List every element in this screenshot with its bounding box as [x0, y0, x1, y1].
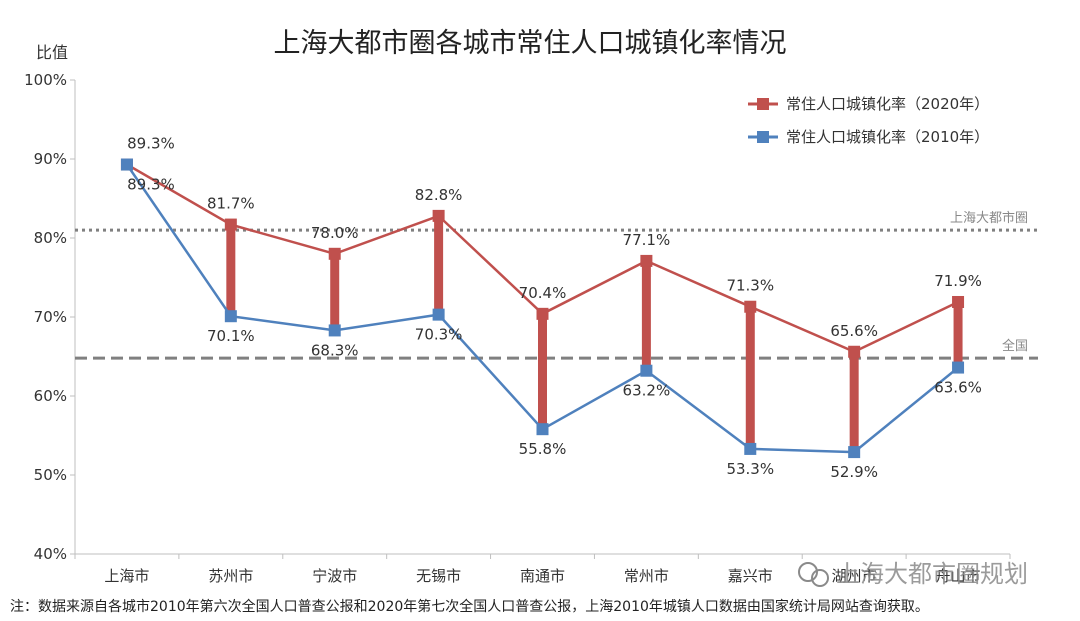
data-point: [848, 345, 861, 358]
data-label-2010: 89.3%: [127, 176, 175, 194]
data-point: [536, 307, 549, 320]
y-axis-label: 比值: [36, 43, 68, 62]
data-label-2020: 78.0%: [311, 224, 359, 242]
data-point: [744, 442, 757, 455]
change-bar: [434, 215, 444, 315]
data-point: [848, 446, 861, 459]
data-point: [328, 324, 341, 337]
data-point: [224, 218, 237, 231]
data-point: [328, 247, 341, 260]
data-label-2010: 55.8%: [519, 440, 567, 458]
legend-marker: [757, 98, 769, 110]
x-tick-label: 无锡市: [416, 567, 461, 585]
data-point: [640, 364, 653, 377]
data-label-2010: 52.9%: [830, 463, 878, 481]
y-tick-label: 40%: [34, 545, 67, 563]
y-tick-label: 50%: [34, 466, 67, 484]
data-point: [952, 295, 965, 308]
watermark-text: 上海大都市圈规划: [836, 560, 1028, 588]
data-label-2020: 71.9%: [934, 272, 982, 290]
data-label-2010: 70.1%: [207, 327, 255, 345]
footnote: 注：数据来源自各城市2010年第六次全国人口普查公报和2020年第七次全国人口普…: [10, 598, 929, 615]
data-label-2010: 68.3%: [311, 341, 359, 359]
y-tick-label: 70%: [34, 308, 67, 326]
data-point: [120, 158, 133, 171]
data-point: [744, 300, 757, 313]
y-tick-label: 80%: [34, 229, 67, 247]
data-point: [952, 361, 965, 374]
data-label-2010: 53.3%: [726, 460, 774, 478]
x-tick-label: 上海市: [104, 567, 149, 585]
change-bar: [849, 351, 859, 453]
x-tick-label: 舟山市: [936, 567, 981, 585]
legend-marker: [757, 131, 769, 143]
data-label-2020: 82.8%: [415, 186, 463, 204]
x-tick-label: 南通市: [520, 567, 565, 585]
data-point: [432, 209, 445, 222]
data-point: [432, 308, 445, 321]
reference-line-label: 上海大都市圈: [950, 210, 1028, 226]
change-bar: [745, 306, 755, 449]
legend: 常住人口城镇化率（2020年） 常住人口城镇化率（2010年）: [748, 95, 989, 146]
change-bar: [538, 313, 547, 430]
x-tick-label: 常州市: [624, 567, 669, 585]
data-point: [536, 423, 549, 436]
chart-title: 上海大都市圈各城市常住人口城镇化率情况: [274, 28, 787, 59]
data-label-2020: 71.3%: [726, 277, 774, 295]
data-label-2010: 70.3%: [415, 326, 463, 344]
data-label-2020: 77.1%: [623, 231, 671, 249]
y-tick-label: 90%: [34, 150, 67, 168]
data-point: [640, 254, 653, 267]
data-label-2020: 65.6%: [830, 322, 878, 340]
legend-label: 常住人口城镇化率（2010年）: [786, 128, 989, 146]
x-tick-label: 嘉兴市: [728, 567, 773, 585]
watermark: 上海大都市圈规划: [798, 560, 1028, 588]
data-label-2020: 70.4%: [519, 284, 567, 302]
reference-line-label: 全国: [1002, 338, 1028, 354]
data-label-2010: 63.6%: [934, 379, 982, 397]
data-point: [224, 310, 237, 323]
change-bar: [226, 224, 236, 317]
y-tick-label: 100%: [24, 71, 67, 89]
change-bar: [330, 253, 340, 331]
x-tick-label: 宁波市: [312, 567, 357, 585]
change-bar: [641, 260, 651, 371]
wechat-icon: [798, 562, 829, 587]
x-tick-label: 湖州市: [832, 567, 877, 585]
data-label-2020: 89.3%: [127, 135, 175, 153]
data-label-2020: 81.7%: [207, 195, 255, 213]
y-tick-label: 60%: [34, 387, 67, 405]
change-bar: [953, 301, 963, 368]
x-tick-label: 苏州市: [208, 567, 253, 585]
legend-label: 常住人口城镇化率（2020年）: [786, 95, 989, 113]
data-label-2010: 63.2%: [623, 382, 671, 400]
